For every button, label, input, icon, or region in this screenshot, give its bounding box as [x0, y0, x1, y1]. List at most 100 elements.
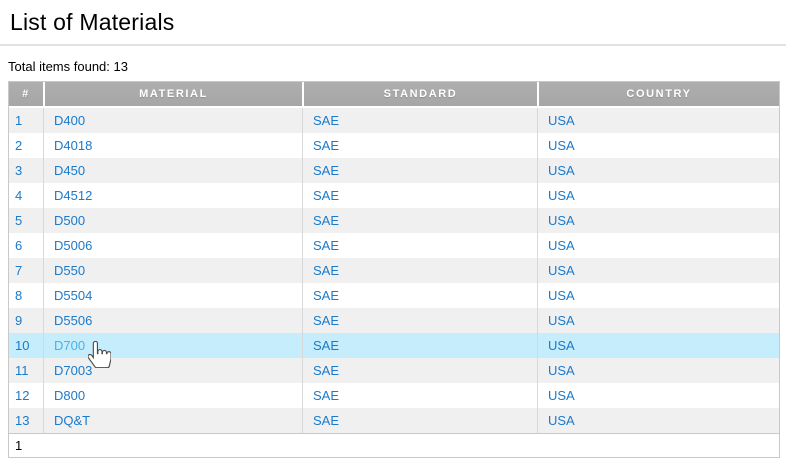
standard-cell: SAE [302, 258, 537, 283]
country-cell: USA [537, 358, 779, 383]
material-link[interactable]: D400 [54, 113, 86, 128]
row-number: 8 [15, 288, 23, 303]
country-cell: USA [537, 158, 779, 183]
material-link[interactable]: D500 [54, 213, 86, 228]
material-link[interactable]: D800 [54, 388, 86, 403]
standard-cell: SAE [302, 358, 537, 383]
material-link[interactable]: D7003 [54, 363, 93, 378]
standard-link[interactable]: SAE [313, 363, 340, 378]
standard-cell: SAE [302, 158, 537, 183]
table-header: # MATERIAL STANDARD COUNTRY [9, 82, 779, 108]
material-cell: D4512 [43, 183, 302, 208]
country-link[interactable]: USA [548, 263, 575, 278]
country-link[interactable]: USA [548, 138, 575, 153]
table-row[interactable]: 9 D5506 SAE USA [9, 308, 779, 333]
standard-link[interactable]: SAE [313, 413, 340, 428]
title-divider [0, 44, 786, 46]
row-number: 7 [15, 263, 23, 278]
country-cell: USA [537, 183, 779, 208]
standard-link[interactable]: SAE [313, 313, 340, 328]
header-row: # MATERIAL STANDARD COUNTRY [9, 82, 779, 108]
material-link[interactable]: D5006 [54, 238, 93, 253]
country-link[interactable]: USA [548, 163, 575, 178]
material-link[interactable]: D4512 [54, 188, 93, 203]
material-link[interactable]: D5506 [54, 313, 93, 328]
country-link[interactable]: USA [548, 313, 575, 328]
country-cell: USA [537, 108, 779, 133]
material-link[interactable]: D5504 [54, 288, 93, 303]
country-link[interactable]: USA [548, 388, 575, 403]
standard-link[interactable]: SAE [313, 388, 340, 403]
material-cell: D7003 [43, 358, 302, 383]
material-cell: D4018 [43, 133, 302, 158]
material-link[interactable]: DQ&T [54, 413, 91, 428]
materials-table: # MATERIAL STANDARD COUNTRY 1 D400 SAE USA 2… [8, 81, 780, 458]
pagination-page-1[interactable]: 1 [9, 433, 779, 457]
country-cell: USA [537, 258, 779, 283]
standard-link[interactable]: SAE [313, 163, 340, 178]
standard-link[interactable]: SAE [313, 113, 340, 128]
standard-link[interactable]: SAE [313, 213, 340, 228]
table-row[interactable]: 8 D5504 SAE USA [9, 283, 779, 308]
standard-cell: SAE [302, 133, 537, 158]
column-header-material: MATERIAL [43, 82, 302, 108]
standard-cell: SAE [302, 408, 537, 433]
table-row[interactable]: 7 D550 SAE USA [9, 258, 779, 283]
material-link[interactable]: D550 [54, 263, 86, 278]
table-row[interactable]: 12 D800 SAE USA [9, 383, 779, 408]
country-cell: USA [537, 383, 779, 408]
standard-link[interactable]: SAE [313, 288, 340, 303]
material-link[interactable]: D700 [54, 338, 86, 353]
material-cell: D800 [43, 383, 302, 408]
country-cell: USA [537, 408, 779, 433]
page-title: List of Materials [10, 9, 175, 35]
country-link[interactable]: USA [548, 363, 575, 378]
standard-link[interactable]: SAE [313, 238, 340, 253]
row-number: 9 [15, 313, 23, 328]
material-cell: D5506 [43, 308, 302, 333]
standard-cell: SAE [302, 183, 537, 208]
table-row[interactable]: 10 D700 SAE USA [9, 333, 779, 358]
table-row[interactable]: 2 D4018 SAE USA [9, 133, 779, 158]
table-row[interactable]: 4 D4512 SAE USA [9, 183, 779, 208]
country-cell: USA [537, 333, 779, 358]
material-link[interactable]: D4018 [54, 138, 93, 153]
standard-link[interactable]: SAE [313, 138, 340, 153]
row-number: 1 [15, 113, 23, 128]
country-link[interactable]: USA [548, 113, 575, 128]
column-header-standard: STANDARD [302, 82, 537, 108]
country-cell: USA [537, 233, 779, 258]
standard-link[interactable]: SAE [313, 188, 340, 203]
standard-link[interactable]: SAE [313, 338, 340, 353]
table-row[interactable]: 6 D5006 SAE USA [9, 233, 779, 258]
row-number: 5 [15, 213, 23, 228]
standard-link[interactable]: SAE [313, 263, 340, 278]
country-cell: USA [537, 308, 779, 333]
material-cell: D500 [43, 208, 302, 233]
country-cell: USA [537, 208, 779, 233]
country-link[interactable]: USA [548, 338, 575, 353]
standard-cell: SAE [302, 108, 537, 133]
material-cell: D550 [43, 258, 302, 283]
table-row[interactable]: 1 D400 SAE USA [9, 108, 779, 133]
row-number: 3 [15, 163, 23, 178]
standard-cell: SAE [302, 333, 537, 358]
material-link[interactable]: D450 [54, 163, 86, 178]
country-link[interactable]: USA [548, 238, 575, 253]
country-link[interactable]: USA [548, 213, 575, 228]
country-link[interactable]: USA [548, 413, 575, 428]
standard-cell: SAE [302, 233, 537, 258]
pagination-row: 1 [9, 433, 779, 457]
material-cell: D5006 [43, 233, 302, 258]
table-row[interactable]: 5 D500 SAE USA [9, 208, 779, 233]
country-cell: USA [537, 283, 779, 308]
material-cell: DQ&T [43, 408, 302, 433]
row-number: 13 [15, 413, 30, 428]
table-row[interactable]: 3 D450 SAE USA [9, 158, 779, 183]
table-row[interactable]: 13 DQ&T SAE USA [9, 408, 779, 433]
row-number: 12 [15, 388, 30, 403]
table-row[interactable]: 11 D7003 SAE USA [9, 358, 779, 383]
country-link[interactable]: USA [548, 188, 575, 203]
country-link[interactable]: USA [548, 288, 575, 303]
